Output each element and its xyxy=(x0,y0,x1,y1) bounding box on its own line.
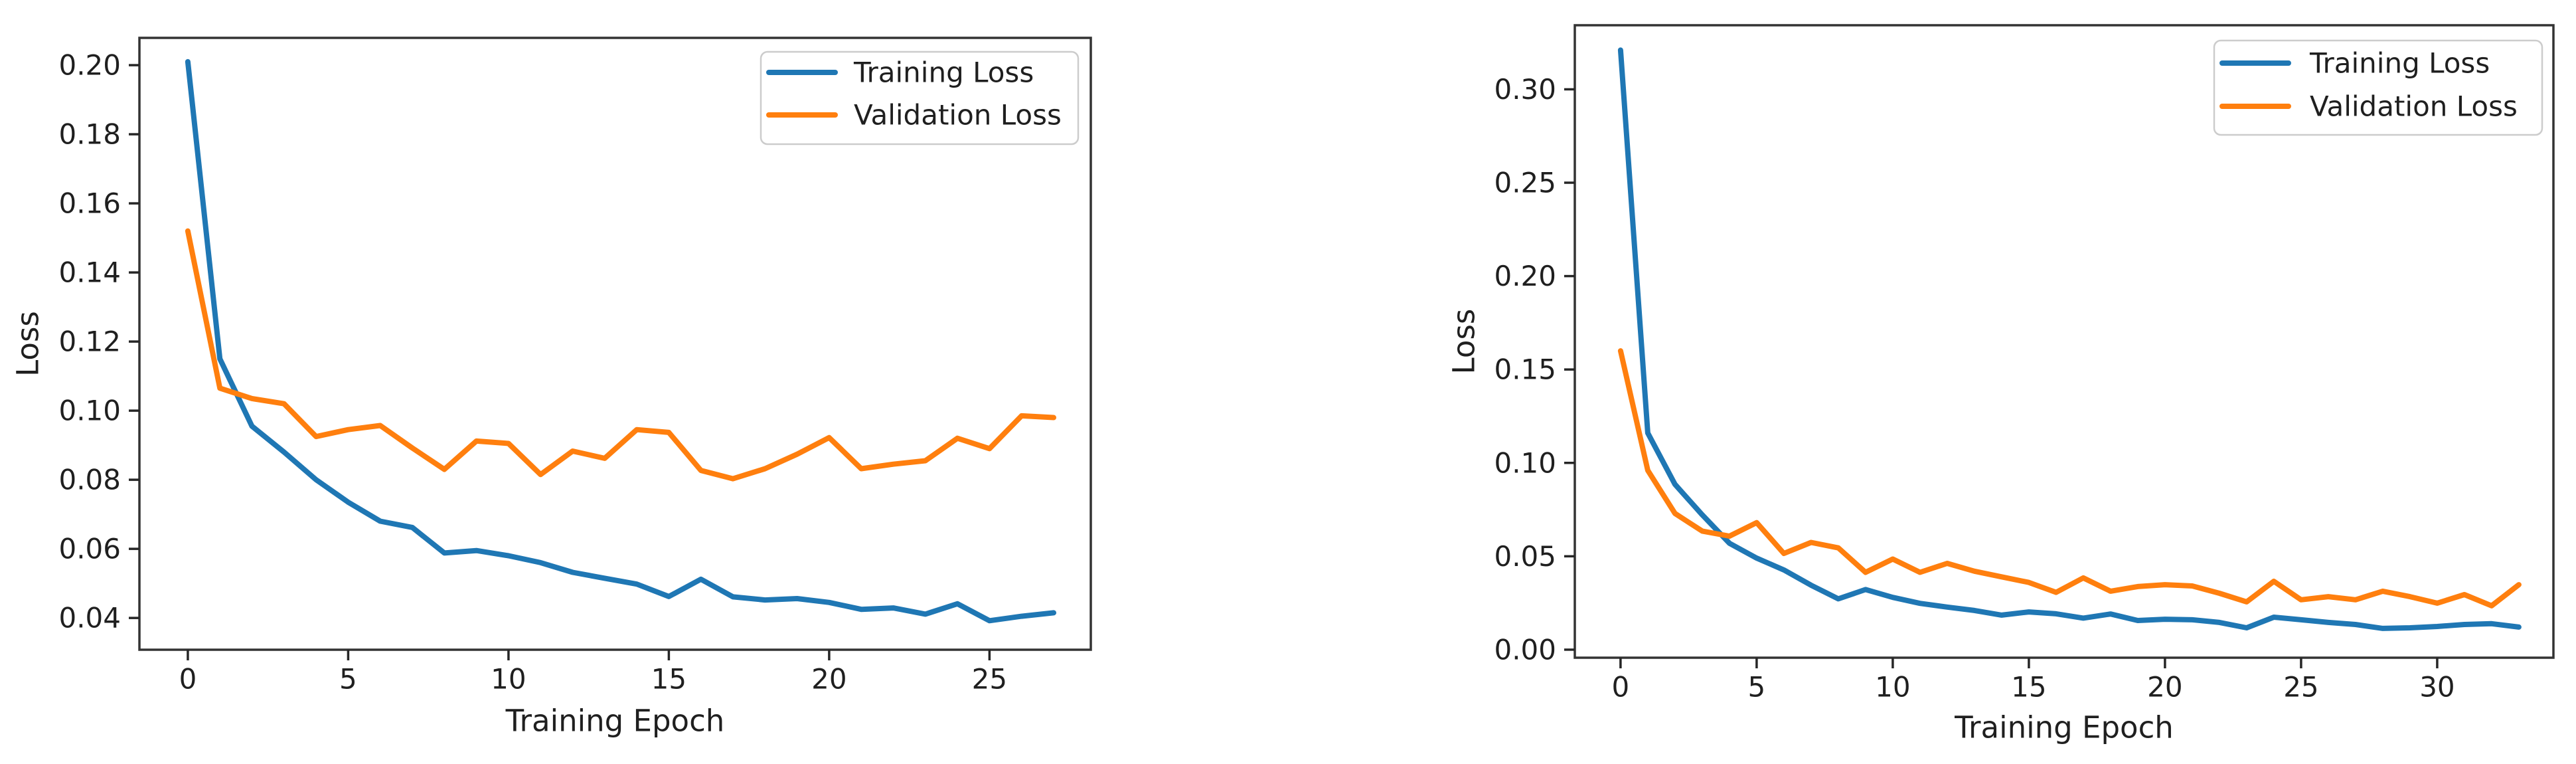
legend-validation-label: Validation Loss xyxy=(854,99,1062,132)
plot-border xyxy=(138,37,1092,651)
y-tick-label: 0.15 xyxy=(1494,353,1556,386)
x-tick-label: 5 xyxy=(339,663,357,696)
legend-training-label: Training Loss xyxy=(2309,47,2490,80)
x-axis-label: Training Epoch xyxy=(505,704,725,739)
x-tick-label: 10 xyxy=(491,663,526,696)
legend-validation-label: Validation Loss xyxy=(2310,90,2518,123)
y-tick-label: 0.10 xyxy=(1494,446,1556,479)
x-tick-label: 15 xyxy=(651,663,686,696)
y-tick-label: 0.25 xyxy=(1494,167,1556,199)
y-tick-label: 0.14 xyxy=(58,256,121,289)
legend-box xyxy=(2213,39,2543,136)
y-axis-label: Loss xyxy=(1447,309,1482,375)
y-tick-label: 0.30 xyxy=(1494,73,1556,106)
x-tick-label: 0 xyxy=(1612,671,1630,704)
validation-loss-line xyxy=(1617,348,2522,609)
x-tick-label: 15 xyxy=(2011,671,2046,704)
y-tick-label: 0.06 xyxy=(58,533,121,565)
y-tick-label: 0.20 xyxy=(58,49,121,82)
legend-training-label: Training Loss xyxy=(853,56,1034,89)
y-tick-label: 0.08 xyxy=(58,464,121,496)
x-tick-label: 10 xyxy=(1875,671,1910,704)
training-loss-line xyxy=(185,58,1056,624)
y-tick-label: 0.16 xyxy=(58,187,121,220)
x-tick-label: 25 xyxy=(972,663,1007,696)
y-tick-label: 0.05 xyxy=(1494,540,1556,573)
y-tick-label: 0.12 xyxy=(58,326,121,358)
y-tick-label: 0.00 xyxy=(1494,633,1556,666)
validation-loss-line xyxy=(185,228,1056,482)
x-axis-label: Training Epoch xyxy=(1954,710,2174,745)
y-tick-label: 0.20 xyxy=(1494,260,1556,292)
y-tick-label: 0.04 xyxy=(58,602,121,634)
x-tick-label: 20 xyxy=(2147,671,2182,704)
x-tick-label: 30 xyxy=(2419,671,2455,704)
training-loss-line xyxy=(1617,47,2522,631)
left-loss-chart: 0 5 10 15 20 25 0.04 0.06 0.08 0.10 0.12 0.14 0.16 0.… xyxy=(11,37,1092,739)
y-tick-label: 0.18 xyxy=(58,118,121,151)
y-axis-label: Loss xyxy=(11,311,46,377)
plot-border xyxy=(1573,24,2555,659)
x-tick-label: 25 xyxy=(2283,671,2318,704)
legend-box xyxy=(760,50,1080,145)
y-tick-label: 0.10 xyxy=(58,395,121,427)
right-loss-chart: 0 5 10 15 20 25 30 0.00 0.05 0.10 0.15 0.20 0.25 0.30… xyxy=(1447,24,2555,745)
x-tick-label: 20 xyxy=(811,663,846,696)
x-tick-label: 5 xyxy=(1748,671,1766,704)
x-tick-label: 0 xyxy=(179,663,197,696)
